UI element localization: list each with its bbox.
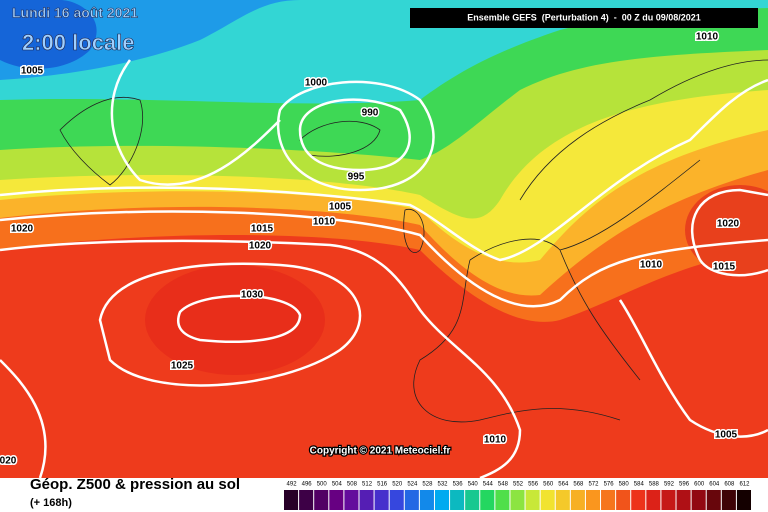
local-time: 2:00 locale xyxy=(22,30,135,55)
footer-title: Géop. Z500 & pression au sol xyxy=(30,476,240,493)
scale-label: 604 xyxy=(709,482,720,488)
scale-label: 492 xyxy=(287,482,298,488)
scale-label: 500 xyxy=(317,482,328,488)
isobar-label: 1030 xyxy=(241,290,264,301)
scale-label: 504 xyxy=(332,482,343,488)
scale-label: 520 xyxy=(392,482,403,488)
scale-cell xyxy=(495,490,510,510)
isobar-label: 1010 xyxy=(640,260,663,271)
isobar-label: 1025 xyxy=(171,361,194,372)
isobar-label: 1005 xyxy=(21,66,44,77)
scale-cell xyxy=(329,490,344,510)
scale-label: 556 xyxy=(528,482,539,488)
scale-label: 528 xyxy=(422,482,433,488)
scale-cell xyxy=(570,490,585,510)
scale-label: 544 xyxy=(483,482,494,488)
scale-label: 564 xyxy=(558,482,569,488)
scale-label: 608 xyxy=(724,482,735,488)
scale-cell xyxy=(450,490,465,510)
isobar-label: 020 xyxy=(0,456,17,467)
date: Lundi 16 août 2021 xyxy=(12,5,138,21)
copyright: Copyright © 2021 Meteociel.fr xyxy=(310,446,451,457)
field-high xyxy=(145,265,325,375)
scale-cell xyxy=(540,490,555,510)
scale-cell xyxy=(480,490,495,510)
isobar-label: 1015 xyxy=(713,262,736,273)
isobar-label: 1020 xyxy=(11,224,34,235)
scale-cell xyxy=(525,490,540,510)
scale-label: 596 xyxy=(679,482,690,488)
scale-cell xyxy=(465,490,480,510)
scale-label: 568 xyxy=(573,482,584,488)
scale-label: 516 xyxy=(377,482,388,488)
scale-label: 536 xyxy=(453,482,464,488)
scale-label: 496 xyxy=(302,482,313,488)
color-scale: 492 496 500 504 508 512 516 520 524 528 532 536 540 5… xyxy=(284,482,751,510)
model-info: Ensemble GEFS (Perturbation 4) - 00 Z du… xyxy=(467,12,701,22)
isobar-label: 1020 xyxy=(717,219,740,230)
isobar-label: 1000 xyxy=(305,78,328,89)
footer-lead: (+ 168h) xyxy=(30,497,72,509)
scale-cell xyxy=(706,490,721,510)
scale-label: 592 xyxy=(664,482,675,488)
scale-label: 552 xyxy=(513,482,524,488)
scale-cell xyxy=(616,490,631,510)
scale-cell xyxy=(344,490,359,510)
scale-cell xyxy=(374,490,389,510)
scale-cell xyxy=(434,490,450,510)
scale-cell xyxy=(389,490,404,510)
scale-label: 580 xyxy=(619,482,630,488)
scale-label: 540 xyxy=(468,482,479,488)
scale-label: 588 xyxy=(649,482,660,488)
field-deepblue xyxy=(0,0,97,69)
isobar-label: 1020 xyxy=(249,241,272,252)
scale-cell xyxy=(555,490,570,510)
coastlines xyxy=(59,59,768,423)
scale-cell xyxy=(601,490,616,510)
isobar-label: 1015 xyxy=(251,224,274,235)
scale-label: 576 xyxy=(604,482,615,488)
isobar-label: 995 xyxy=(348,172,365,183)
scale-cell xyxy=(646,490,661,510)
isobar-label: 1010 xyxy=(484,435,507,446)
scale-label: 524 xyxy=(407,482,418,488)
scale-cell xyxy=(721,490,736,510)
scale-cell xyxy=(314,490,329,510)
isobar-label: 1005 xyxy=(329,202,352,213)
scale-label: 532 xyxy=(438,482,449,488)
scale-cell xyxy=(736,490,751,510)
scale-cell xyxy=(510,490,525,510)
isobar-labels: 1005 1000 990 995 1005 1010 1015 1020 1020 1030 10… xyxy=(0,30,741,468)
scale-cell xyxy=(676,490,691,510)
scale-label: 512 xyxy=(362,482,373,488)
scale-cell xyxy=(585,490,601,510)
scale-cell xyxy=(661,490,676,510)
scale-cell xyxy=(284,490,299,510)
isobar-label: 1005 xyxy=(715,430,738,441)
scale-cell xyxy=(691,490,706,510)
scale-label: 600 xyxy=(694,482,705,488)
scale-cell xyxy=(299,490,314,510)
isobar-label: 990 xyxy=(362,108,379,119)
scale-label: 560 xyxy=(543,482,554,488)
isobars xyxy=(0,59,768,480)
scale-label: 508 xyxy=(347,482,358,488)
scale-cell xyxy=(359,490,374,510)
field-east xyxy=(685,185,768,275)
isobar-label: 1010 xyxy=(696,32,719,43)
scale-cell xyxy=(631,490,646,510)
scale-cell xyxy=(419,490,434,510)
scale-label: 548 xyxy=(498,482,509,488)
model-box xyxy=(410,8,758,28)
scale-label: 584 xyxy=(634,482,645,488)
isobar-label: 1010 xyxy=(313,217,336,228)
scale-label: 612 xyxy=(739,482,750,488)
scale-cell xyxy=(404,490,419,510)
scale-label: 572 xyxy=(588,482,599,488)
